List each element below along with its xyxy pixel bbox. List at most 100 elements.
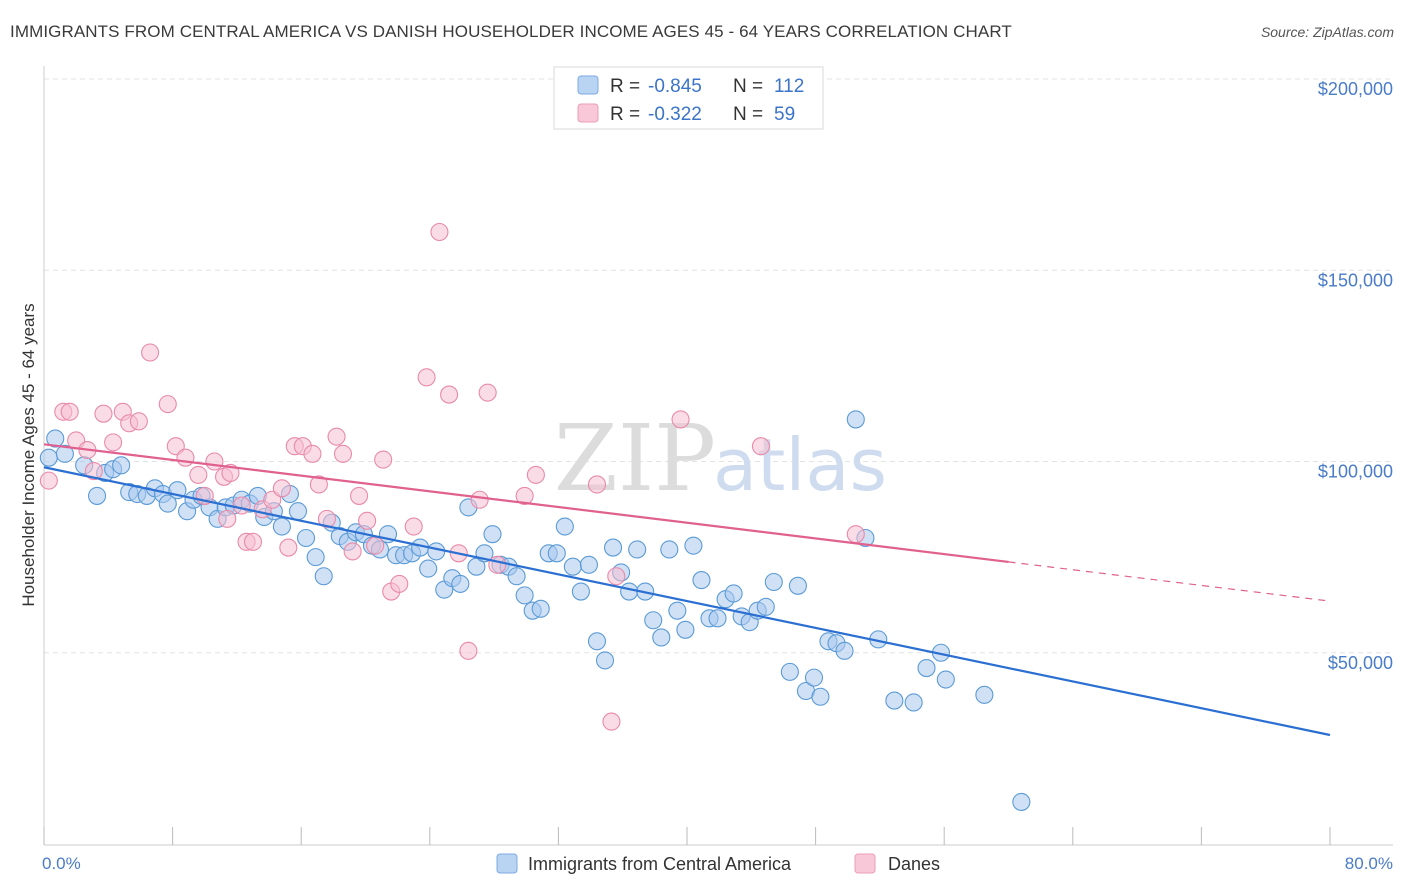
y-tick-label: $150,000: [1318, 270, 1393, 290]
series-swatch-pink: [854, 853, 876, 874]
point-central-america: [507, 567, 526, 586]
point-central-america: [628, 540, 647, 559]
point-central-america: [427, 542, 446, 561]
point-central-america: [936, 670, 955, 689]
point-central-america: [158, 494, 177, 513]
point-danes: [602, 712, 621, 731]
point-danes: [39, 471, 58, 490]
watermark-atlas: atlas: [713, 423, 887, 507]
point-danes: [350, 486, 369, 505]
point-central-america: [692, 571, 711, 590]
point-danes: [607, 567, 626, 586]
point-central-america: [788, 576, 807, 595]
legend-r-label-1: R =: [610, 76, 640, 97]
legend-n-label-2: N =: [733, 104, 763, 125]
point-central-america: [306, 548, 325, 567]
point-danes: [366, 536, 385, 555]
point-central-america: [724, 584, 743, 603]
watermark-zip: ZIP: [554, 405, 716, 512]
point-central-america: [112, 456, 131, 475]
trend-line-danes: [43, 443, 1009, 563]
point-danes: [333, 444, 353, 463]
point-central-america: [660, 540, 679, 559]
point-central-america: [587, 632, 607, 651]
point-danes: [488, 555, 507, 574]
point-central-america: [272, 517, 291, 536]
point-danes: [430, 222, 449, 242]
point-danes: [221, 463, 240, 483]
trend-line-central-america: [43, 466, 1331, 737]
point-central-america: [846, 410, 865, 429]
series-legend: Immigrants from Central America Danes: [496, 853, 940, 874]
grid-lines: [44, 78, 1393, 654]
series-label-blue: Immigrants from Central America: [528, 854, 792, 874]
point-danes: [104, 433, 123, 452]
point-danes: [309, 475, 328, 494]
point-danes: [60, 402, 79, 421]
point-central-america: [975, 685, 994, 704]
point-central-america: [288, 502, 308, 521]
point-danes: [459, 641, 478, 660]
point-central-america: [668, 601, 687, 620]
point-danes: [272, 479, 291, 498]
point-danes: [205, 452, 224, 471]
point-central-america: [555, 517, 574, 536]
point-danes: [243, 532, 263, 551]
y-axis-label: Householder Income Ages 45 - 64 years: [19, 303, 38, 606]
point-central-america: [644, 611, 663, 630]
point-danes: [358, 511, 377, 530]
point-central-america: [571, 582, 590, 601]
stats-legend: R = -0.845 N = 112 R = -0.322 N = 59: [553, 66, 824, 130]
point-central-america: [684, 536, 703, 555]
y-tick-label: $200,000: [1318, 79, 1393, 99]
y-tick-label: $100,000: [1318, 462, 1393, 482]
point-central-america: [314, 567, 333, 586]
point-danes: [846, 525, 865, 544]
legend-r-value-2: -0.322: [648, 104, 702, 125]
point-danes: [587, 475, 607, 494]
point-danes: [94, 404, 113, 423]
point-danes: [671, 410, 690, 429]
point-central-america: [835, 641, 854, 660]
point-central-america: [804, 668, 824, 687]
point-danes: [374, 450, 393, 469]
point-danes: [751, 437, 770, 456]
point-danes: [470, 490, 489, 509]
point-danes: [176, 448, 195, 467]
point-central-america: [515, 586, 534, 605]
point-danes: [141, 343, 160, 362]
point-central-america: [579, 555, 598, 574]
point-danes: [417, 368, 436, 387]
point-danes: [526, 465, 545, 484]
legend-r-label-2: R =: [610, 104, 640, 125]
point-danes: [478, 383, 497, 402]
legend-n-value-2: 59: [774, 104, 795, 125]
point-central-america: [652, 628, 671, 647]
point-central-america: [620, 582, 639, 601]
point-danes: [129, 412, 148, 431]
point-danes: [404, 517, 423, 536]
point-danes: [317, 509, 336, 528]
point-central-america: [55, 444, 74, 463]
source-label: Source: ZipAtlas.com: [1260, 24, 1394, 40]
point-danes: [189, 465, 208, 484]
legend-swatch-blue: [577, 75, 599, 95]
point-central-america: [531, 599, 550, 618]
point-danes: [84, 462, 103, 481]
point-central-america: [563, 557, 582, 576]
legend-n-value-1: 112: [774, 76, 804, 97]
legend-r-value-1: -0.845: [648, 76, 702, 97]
y-tick-label: $50,000: [1328, 653, 1393, 673]
point-danes: [218, 509, 237, 528]
x-tick-right: 80.0%: [1345, 854, 1393, 873]
point-danes: [279, 538, 298, 557]
point-central-america: [87, 486, 107, 505]
point-central-america: [764, 572, 783, 592]
point-central-america: [595, 651, 615, 670]
point-central-america: [756, 597, 775, 616]
series-swatch-blue: [496, 853, 518, 874]
point-central-america: [39, 448, 58, 467]
point-central-america: [708, 609, 727, 628]
point-central-america: [917, 658, 936, 678]
